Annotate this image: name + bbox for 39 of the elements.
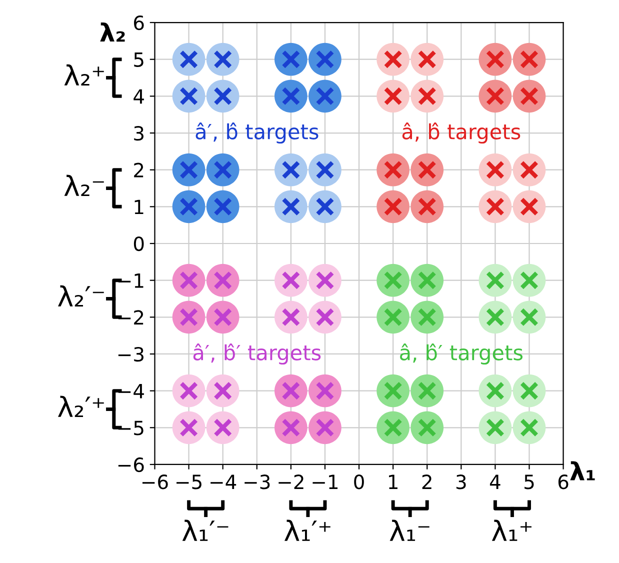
x-tick-label: −5 — [176, 474, 202, 490]
x-tick-label: 5 — [524, 474, 534, 490]
text: λ₂′⁻ — [58, 285, 104, 307]
x-tick-label: 6 — [558, 474, 568, 490]
y-tick-label: −1 — [118, 274, 144, 288]
x-tick-label: 2 — [422, 474, 432, 489]
y-tick-label: −3 — [118, 346, 144, 362]
x-tick-label: 0 — [354, 474, 364, 490]
x-tick-label: 1 — [389, 474, 398, 489]
x-axis-title: λ₁ — [570, 461, 595, 480]
series-label: â′, b̂ targets — [196, 122, 318, 144]
y-tick-label: −6 — [118, 457, 144, 472]
series-label: â, b̂′ targets — [400, 343, 523, 364]
y-tick-label: 4 — [134, 89, 144, 104]
y-tick-label: 2 — [134, 162, 144, 178]
y-tick-label: 3 — [134, 126, 144, 141]
x-tick-label: −4 — [210, 474, 236, 489]
x-tick-label: 3 — [456, 474, 466, 490]
y-tick-label: 1 — [134, 200, 144, 214]
y-axis-title: λ₂ — [100, 22, 125, 42]
y-tick-label: 0 — [134, 236, 144, 252]
series-label: â′, b̂′ targets — [193, 343, 321, 364]
x-tick-label: −2 — [278, 474, 304, 489]
text: λ₂⁻ — [64, 174, 104, 196]
text: λ₁′⁺ — [284, 520, 330, 541]
x-tick-label: −3 — [244, 474, 270, 490]
y-tick-label: −5 — [118, 420, 144, 436]
text: λ₁⁻ — [390, 520, 430, 541]
y-tick-label: −4 — [118, 384, 144, 398]
text: λ₁⁺ — [492, 520, 532, 541]
y-tick-label: 6 — [134, 15, 144, 30]
text: λ₂′⁺ — [58, 396, 104, 417]
series-label: â, b̂ targets — [402, 122, 520, 144]
y-tick-label: 5 — [134, 52, 144, 68]
x-tick-label: 4 — [490, 474, 500, 489]
text: λ₂⁺ — [64, 64, 104, 86]
x-tick-label: −1 — [312, 474, 338, 489]
text: λ₁′⁻ — [182, 520, 228, 541]
y-tick-label: −2 — [118, 310, 144, 325]
